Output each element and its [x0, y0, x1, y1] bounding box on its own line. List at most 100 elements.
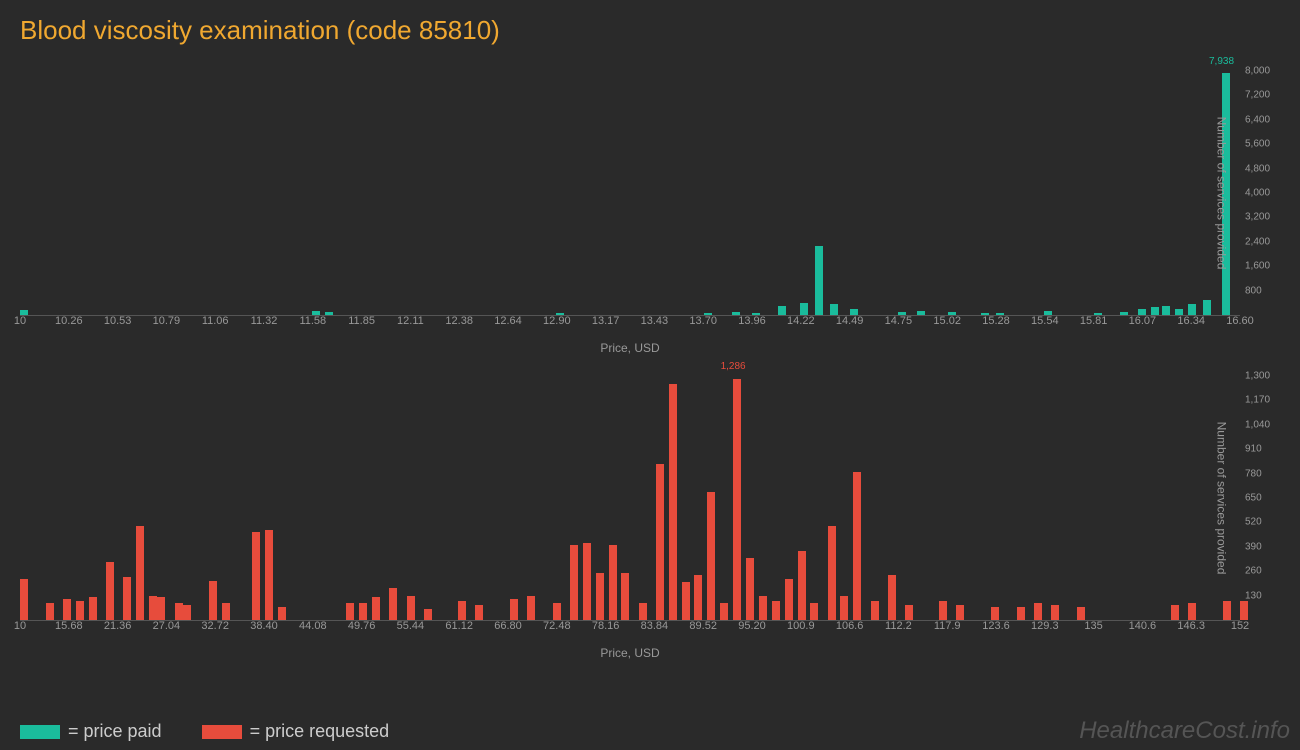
x-tick: 10.26 [55, 315, 83, 327]
x-tick: 16.07 [1129, 315, 1157, 327]
y-tick: 2,400 [1245, 236, 1270, 247]
x-tick: 14.49 [836, 315, 864, 327]
y-tick: 4,800 [1245, 163, 1270, 174]
bar [1051, 605, 1059, 620]
bar [570, 545, 578, 620]
x-tick: 10.79 [153, 315, 181, 327]
bar [20, 579, 28, 620]
y-axis-paid: 8001,6002,4003,2004,0004,8005,6006,4007,… [1245, 71, 1285, 315]
bar [991, 607, 999, 620]
x-tick: 123.6 [982, 620, 1010, 632]
bar [157, 597, 165, 620]
x-tick: 12.38 [445, 315, 473, 327]
bar [89, 597, 97, 620]
bar [475, 605, 483, 620]
bar [815, 246, 823, 315]
bar [510, 599, 518, 620]
x-tick: 66.80 [494, 620, 522, 632]
y-label-requested: Number of services provided [1215, 422, 1229, 575]
x-tick: 112.2 [885, 620, 912, 632]
bar [222, 603, 230, 620]
x-tick: 10 [14, 620, 26, 632]
y-tick: 1,040 [1245, 419, 1270, 430]
y-tick: 1,170 [1245, 395, 1270, 406]
bar [759, 596, 767, 620]
x-tick: 15.28 [982, 315, 1010, 327]
y-tick: 6,400 [1245, 114, 1270, 125]
bar [63, 599, 71, 620]
y-tick: 910 [1245, 444, 1262, 455]
bar [840, 596, 848, 620]
x-tick: 12.11 [397, 315, 424, 327]
bar [621, 573, 629, 620]
chart-price-paid: 7,938 1010.2610.5310.7911.0611.3211.5811… [20, 71, 1240, 316]
y-tick: 7,200 [1245, 90, 1270, 101]
bar [407, 596, 415, 620]
y-tick: 3,200 [1245, 212, 1270, 223]
bar [1223, 601, 1231, 620]
x-tick: 21.36 [104, 620, 132, 632]
bar [209, 581, 217, 620]
x-tick: 12.64 [494, 315, 522, 327]
bar [939, 601, 947, 620]
x-tick: 38.40 [250, 620, 278, 632]
bar [1203, 300, 1211, 315]
x-label-paid: Price, USD [600, 341, 659, 355]
x-tick: 14.75 [885, 315, 913, 327]
x-tick: 10.53 [104, 315, 132, 327]
x-tick: 61.12 [445, 620, 473, 632]
x-tick: 78.16 [592, 620, 620, 632]
x-tick: 11.06 [202, 315, 229, 327]
bar [1077, 607, 1085, 620]
bars-requested [20, 376, 1240, 620]
x-tick: 95.20 [738, 620, 766, 632]
bar [905, 605, 913, 620]
bar [871, 601, 879, 620]
x-axis-paid: 1010.2610.5310.7911.0611.3211.5811.8512.… [20, 315, 1240, 335]
bar [175, 603, 183, 620]
legend-item-paid: = price paid [20, 721, 162, 742]
bar [800, 303, 808, 315]
x-tick: 15.02 [933, 315, 961, 327]
y-axis-requested: 1302603905206507809101,0401,1701,300 [1245, 376, 1285, 620]
x-tick: 11.32 [251, 315, 278, 327]
x-tick: 89.52 [689, 620, 717, 632]
bar [830, 304, 838, 315]
bar [123, 577, 131, 620]
y-tick: 1,300 [1245, 371, 1270, 382]
x-tick: 16.60 [1226, 315, 1254, 327]
y-label-paid: Number of services provided [1215, 117, 1229, 270]
bar [682, 582, 690, 620]
bar [46, 603, 54, 620]
x-tick: 135 [1084, 620, 1102, 632]
x-tick: 27.04 [153, 620, 181, 632]
legend-label-requested: = price requested [250, 721, 390, 742]
x-tick: 13.70 [689, 315, 717, 327]
bar [1017, 607, 1025, 620]
x-tick: 44.08 [299, 620, 327, 632]
y-tick: 520 [1245, 517, 1262, 528]
chart-title: Blood viscosity examination (code 85810) [0, 0, 1300, 56]
bar [1034, 603, 1042, 620]
bar [553, 603, 561, 620]
x-tick: 10 [14, 315, 26, 327]
x-tick: 55.44 [397, 620, 425, 632]
x-tick: 83.84 [641, 620, 669, 632]
chart-price-requested: 1,286 1015.6821.3627.0432.7238.4044.0849… [20, 376, 1240, 621]
bar [265, 530, 273, 620]
x-tick: 16.34 [1177, 315, 1205, 327]
x-tick: 15.81 [1080, 315, 1108, 327]
bar [669, 384, 677, 620]
legend: = price paid = price requested [20, 721, 389, 742]
x-tick: 12.90 [543, 315, 571, 327]
bar [798, 551, 806, 620]
peak-label-requested: 1,286 [721, 361, 746, 372]
bar [746, 558, 754, 620]
bar [888, 575, 896, 620]
bar [527, 596, 535, 620]
bar [136, 526, 144, 620]
x-tick: 13.96 [738, 315, 766, 327]
bar [733, 379, 741, 620]
bar [694, 575, 702, 620]
bar [106, 562, 114, 620]
